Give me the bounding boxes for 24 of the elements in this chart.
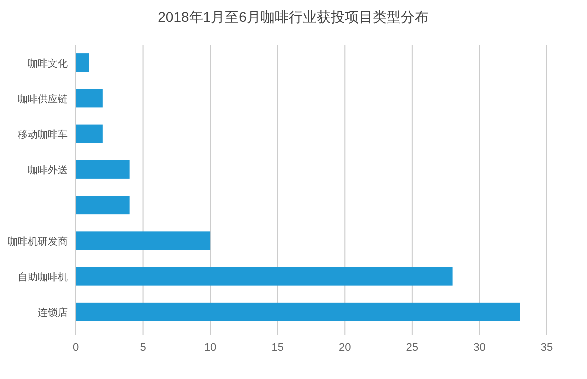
x-tick-label: 0 bbox=[72, 342, 80, 354]
bar bbox=[76, 160, 130, 179]
y-tick-label: 咖啡机研发商 bbox=[8, 236, 68, 248]
x-tick-label: 5 bbox=[140, 342, 146, 354]
bar bbox=[76, 54, 90, 72]
bar bbox=[76, 232, 211, 250]
bar bbox=[76, 267, 453, 286]
chart-title: 2018年1月至6月咖啡行业获投项目类型分布 bbox=[158, 9, 429, 25]
y-tick-label: 移动咖啡车 bbox=[18, 129, 68, 142]
bar bbox=[76, 196, 130, 215]
x-tick-label: 20 bbox=[339, 342, 352, 354]
x-tick-label: 30 bbox=[474, 342, 486, 354]
x-tick-label: 10 bbox=[204, 342, 217, 354]
x-tick-label: 15 bbox=[272, 342, 284, 354]
x-tick-label: 35 bbox=[540, 342, 554, 354]
bar bbox=[76, 302, 520, 322]
y-tick-label: 连锁店 bbox=[38, 307, 68, 320]
bar bbox=[76, 89, 103, 108]
x-tick-label: 25 bbox=[406, 342, 419, 354]
y-tick-label: 咖啡外送 bbox=[28, 164, 68, 177]
y-tick-label: 自助咖啡机 bbox=[18, 272, 68, 284]
y-tick-label: 咖啡供应链 bbox=[18, 93, 68, 106]
bar bbox=[76, 124, 103, 144]
y-tick-label: 咖啡文化 bbox=[28, 58, 68, 70]
